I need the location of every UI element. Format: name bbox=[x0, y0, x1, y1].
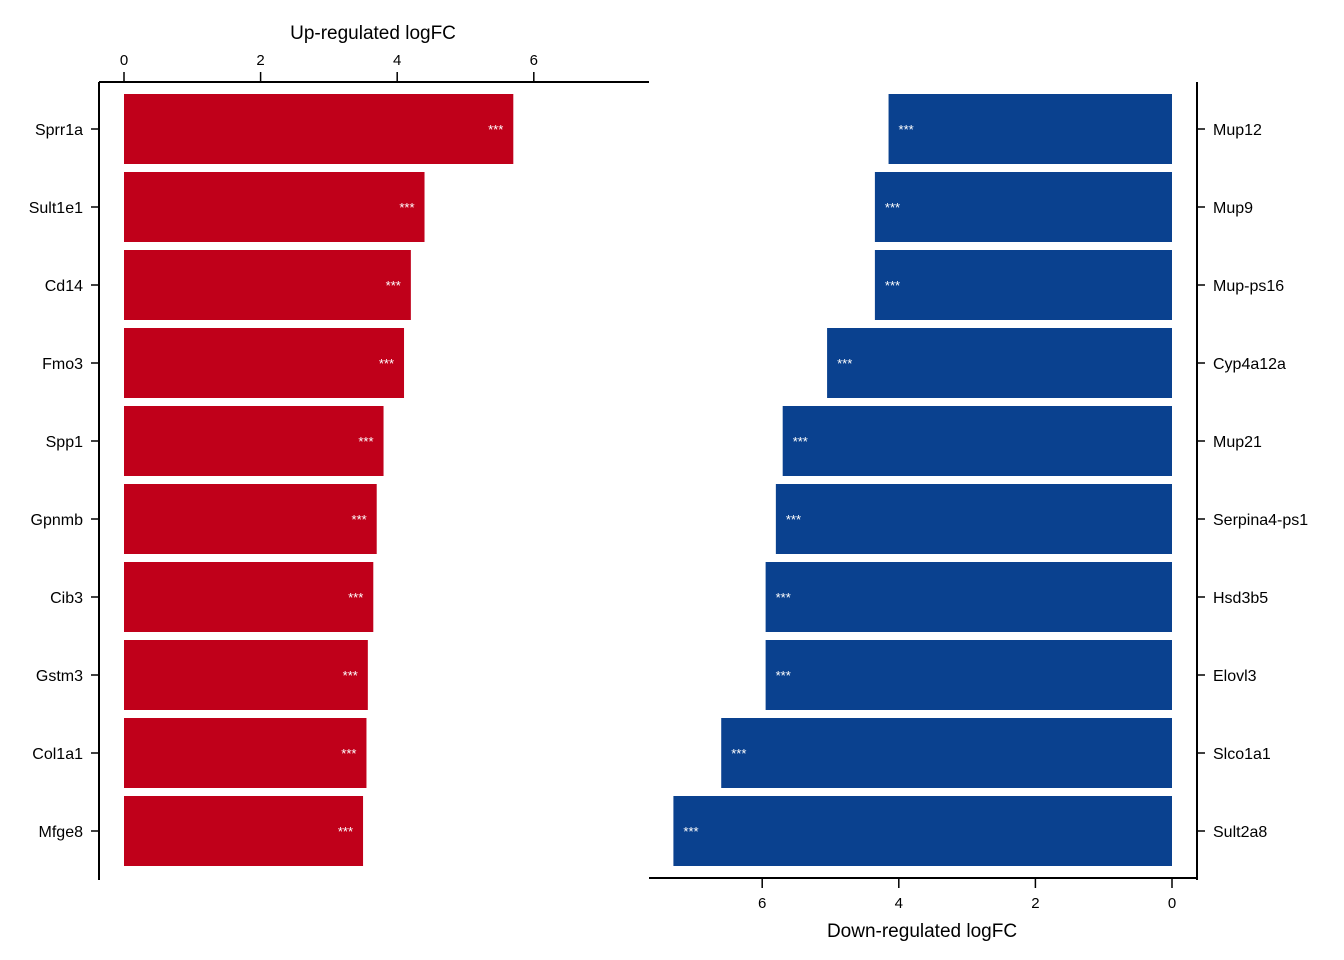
up-significance-label: *** bbox=[399, 200, 414, 215]
up-category-label: Fmo3 bbox=[42, 356, 83, 373]
up-significance-label: *** bbox=[338, 824, 353, 839]
up-tick-label: 6 bbox=[530, 52, 538, 69]
down-category-label: Serpina4-ps1 bbox=[1213, 512, 1308, 529]
down-significance-label: *** bbox=[776, 668, 791, 683]
down-bars: *** *** *** *** *** *** *** *** *** *** bbox=[673, 94, 1172, 866]
down-significance-label: *** bbox=[776, 590, 791, 605]
down-regulated-panel: 6 4 2 0 *** *** *** *** *** *** *** *** *** *** Mup1… bbox=[649, 82, 1308, 942]
down-significance-label: *** bbox=[793, 434, 808, 449]
up-category-label: Cd14 bbox=[45, 278, 83, 295]
down-significance-label: *** bbox=[837, 356, 852, 371]
up-category-label: Cib3 bbox=[50, 590, 83, 607]
up-tick-label: 2 bbox=[256, 52, 264, 69]
up-significance-label: *** bbox=[386, 278, 401, 293]
up-bar-spp1 bbox=[124, 406, 384, 476]
down-category-label: Mup-ps16 bbox=[1213, 278, 1284, 295]
down-bar-elovl3 bbox=[765, 640, 1172, 710]
down-tick-label: 6 bbox=[758, 895, 766, 912]
down-bar-hsd3b5 bbox=[765, 562, 1172, 632]
down-bar-cyp4a12a bbox=[827, 328, 1172, 398]
up-category-label: Col1a1 bbox=[32, 746, 83, 763]
up-bar-sprr1a bbox=[124, 94, 514, 164]
down-category-label: Slco1a1 bbox=[1213, 746, 1271, 763]
up-bar-fmo3 bbox=[124, 328, 405, 398]
down-category-label: Sult2a8 bbox=[1213, 824, 1267, 841]
down-bar-mup-ps16 bbox=[874, 250, 1172, 320]
up-category-label: Gstm3 bbox=[36, 668, 83, 685]
up-tick-label: 4 bbox=[393, 52, 401, 69]
up-significance-label: *** bbox=[348, 590, 363, 605]
up-bar-gstm3 bbox=[124, 640, 368, 710]
down-bar-sult2a8 bbox=[673, 796, 1172, 866]
down-tick-label: 0 bbox=[1168, 895, 1176, 912]
down-bar-mup9 bbox=[874, 172, 1172, 242]
down-category-label: Mup21 bbox=[1213, 434, 1262, 451]
up-value-ticks: 0 2 4 6 bbox=[120, 52, 538, 82]
down-category-label: Elovl3 bbox=[1213, 668, 1257, 685]
up-significance-label: *** bbox=[358, 434, 373, 449]
up-category-label: Mfge8 bbox=[39, 824, 84, 841]
down-category-label: Mup9 bbox=[1213, 200, 1253, 217]
down-significance-label: *** bbox=[731, 746, 746, 761]
up-bar-col1a1 bbox=[124, 718, 367, 788]
down-significance-label: *** bbox=[683, 824, 698, 839]
down-significance-label: *** bbox=[899, 122, 914, 137]
down-bar-mup12 bbox=[888, 94, 1172, 164]
down-significance-label: *** bbox=[885, 200, 900, 215]
down-bar-serpina4-ps1 bbox=[775, 484, 1172, 554]
up-category-labels: Sprr1a Sult1e1 Cd14 Fmo3 Spp1 Gpnmb Cib3 Gstm3 C… bbox=[29, 122, 99, 841]
down-category-labels: Mup12 Mup9 Mup-ps16 Cyp4a12a Mup21 Serpina4-p… bbox=[1197, 122, 1308, 841]
down-bar-slco1a1 bbox=[721, 718, 1172, 788]
up-category-label: Sult1e1 bbox=[29, 200, 83, 217]
up-bar-sult1e1 bbox=[124, 172, 425, 242]
up-significance-label: *** bbox=[352, 512, 367, 527]
up-category-label: Spp1 bbox=[46, 434, 83, 451]
up-significance-label: *** bbox=[341, 746, 356, 761]
up-bar-gpnmb bbox=[124, 484, 377, 554]
down-value-ticks: 6 4 2 0 bbox=[758, 878, 1176, 912]
up-axis-title: Up-regulated logFC bbox=[290, 23, 456, 44]
up-tick-label: 0 bbox=[120, 52, 128, 69]
up-category-label: Gpnmb bbox=[31, 512, 84, 529]
down-significance-label: *** bbox=[786, 512, 801, 527]
up-regulated-panel: 0 2 4 6 *** *** *** *** *** *** *** *** *** *** Sprr… bbox=[29, 23, 649, 880]
down-significance-label: *** bbox=[885, 278, 900, 293]
up-bar-cib3 bbox=[124, 562, 374, 632]
down-category-label: Hsd3b5 bbox=[1213, 590, 1268, 607]
up-bar-cd14 bbox=[124, 250, 411, 320]
up-significance-label: *** bbox=[379, 356, 394, 371]
up-category-label: Sprr1a bbox=[35, 122, 83, 139]
down-axis-title: Down-regulated logFC bbox=[827, 921, 1017, 942]
down-bar-mup21 bbox=[782, 406, 1172, 476]
down-category-label: Mup12 bbox=[1213, 122, 1262, 139]
up-significance-label: *** bbox=[488, 122, 503, 137]
down-category-label: Cyp4a12a bbox=[1213, 356, 1286, 373]
down-tick-label: 2 bbox=[1031, 895, 1039, 912]
down-tick-label: 4 bbox=[895, 895, 903, 912]
up-bars: *** *** *** *** *** *** *** *** *** *** bbox=[124, 94, 514, 866]
up-significance-label: *** bbox=[343, 668, 358, 683]
up-bar-mfge8 bbox=[124, 796, 364, 866]
